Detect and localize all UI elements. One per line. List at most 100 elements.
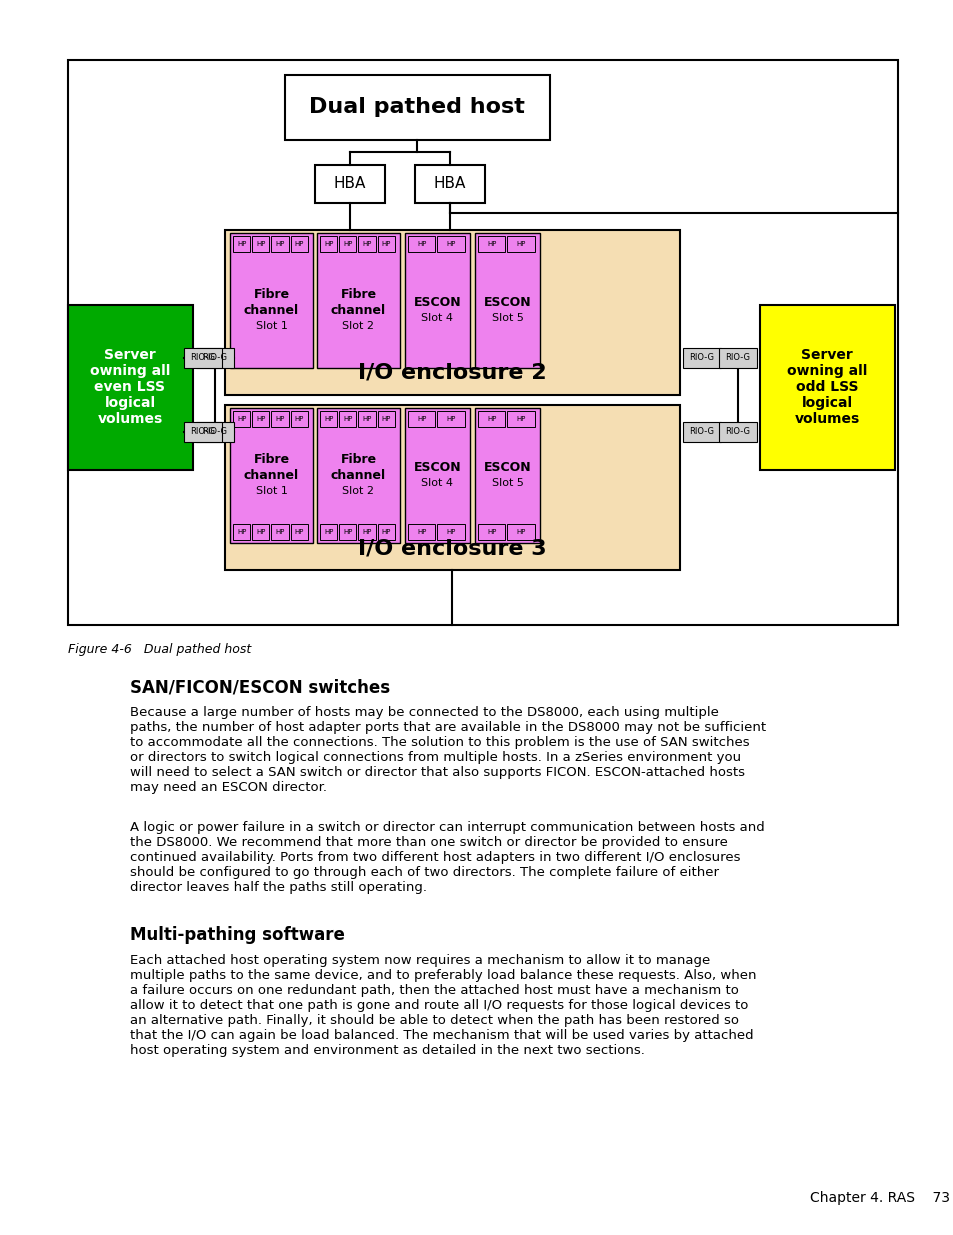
Bar	[475, 233, 539, 368]
Text: Fibre: Fibre	[340, 453, 376, 466]
Text: HP: HP	[275, 529, 285, 535]
Text: HP: HP	[362, 416, 372, 422]
Text: HP: HP	[294, 241, 304, 247]
Text: HP: HP	[256, 416, 265, 422]
Text: HBA: HBA	[334, 177, 366, 191]
Bar	[230, 408, 313, 543]
Text: Server
owning all
odd LSS
logical
volumes: Server owning all odd LSS logical volume…	[786, 347, 866, 426]
Text: A logic or power failure in a switch or director can interrupt communication bet: A logic or power failure in a switch or …	[130, 821, 764, 894]
Bar	[507, 236, 535, 252]
Text: HP: HP	[416, 241, 426, 247]
Text: HP: HP	[324, 529, 333, 535]
Bar	[719, 348, 757, 368]
Text: Fibre: Fibre	[253, 288, 290, 300]
Text: Slot 1: Slot 1	[255, 321, 287, 331]
Bar	[339, 524, 356, 540]
Text: HP: HP	[416, 416, 426, 422]
Bar	[291, 524, 308, 540]
Text: RIO-G: RIO-G	[191, 427, 215, 436]
Bar	[358, 411, 375, 427]
Bar	[405, 233, 470, 368]
Text: channel: channel	[244, 304, 298, 316]
Text: HP: HP	[324, 241, 333, 247]
Text: RIO-G: RIO-G	[724, 353, 750, 363]
Bar	[437, 236, 464, 252]
Bar	[377, 411, 395, 427]
Text: HP: HP	[236, 416, 246, 422]
Text: HP: HP	[516, 416, 525, 422]
Bar	[377, 236, 395, 252]
Bar	[195, 348, 233, 368]
Bar	[719, 422, 757, 442]
Text: Dual pathed host: Dual pathed host	[309, 98, 524, 117]
Bar	[408, 411, 435, 427]
Text: Slot 2: Slot 2	[342, 321, 375, 331]
Text: HP: HP	[381, 241, 391, 247]
Text: Chapter 4. RAS    73: Chapter 4. RAS 73	[809, 1191, 949, 1205]
Bar	[314, 165, 385, 203]
Text: HP: HP	[343, 529, 353, 535]
Bar	[408, 524, 435, 540]
Bar	[377, 524, 395, 540]
Bar	[252, 411, 269, 427]
Bar	[507, 524, 535, 540]
Text: HP: HP	[446, 416, 456, 422]
Bar	[339, 411, 356, 427]
Text: Slot 4: Slot 4	[421, 312, 453, 324]
Bar	[358, 524, 375, 540]
Text: RIO-G: RIO-G	[191, 353, 215, 363]
Text: ESCON: ESCON	[483, 295, 531, 309]
Bar	[68, 61, 897, 625]
Bar	[285, 75, 550, 140]
Bar	[319, 524, 337, 540]
Text: HP: HP	[324, 416, 333, 422]
Text: Slot 4: Slot 4	[421, 478, 453, 489]
Bar	[316, 408, 399, 543]
Bar	[225, 230, 679, 395]
Bar	[252, 524, 269, 540]
Bar	[195, 422, 233, 442]
Bar	[319, 236, 337, 252]
Text: HP: HP	[275, 241, 285, 247]
Bar	[184, 348, 222, 368]
Text: HP: HP	[487, 416, 496, 422]
Bar	[252, 236, 269, 252]
Text: HP: HP	[487, 241, 496, 247]
Text: Fibre: Fibre	[340, 288, 376, 300]
Bar	[272, 236, 289, 252]
Text: HP: HP	[362, 529, 372, 535]
Text: RIO-G: RIO-G	[724, 427, 750, 436]
Text: HP: HP	[416, 529, 426, 535]
Text: HP: HP	[236, 529, 246, 535]
Text: channel: channel	[331, 304, 386, 316]
Text: Slot 5: Slot 5	[491, 312, 523, 324]
Text: HP: HP	[256, 529, 265, 535]
Text: HP: HP	[256, 241, 265, 247]
Text: HP: HP	[446, 529, 456, 535]
Bar	[233, 411, 250, 427]
Bar	[477, 524, 505, 540]
Text: HP: HP	[236, 241, 246, 247]
Text: HP: HP	[275, 416, 285, 422]
Bar	[233, 524, 250, 540]
Text: ESCON: ESCON	[414, 461, 461, 474]
Text: HP: HP	[516, 241, 525, 247]
Text: Figure 4-6   Dual pathed host: Figure 4-6 Dual pathed host	[68, 643, 251, 656]
Bar	[507, 411, 535, 427]
Bar	[405, 408, 470, 543]
Text: SAN/FICON/ESCON switches: SAN/FICON/ESCON switches	[130, 678, 390, 697]
Bar	[682, 422, 720, 442]
Bar	[415, 165, 484, 203]
Text: HP: HP	[487, 529, 496, 535]
Bar	[475, 408, 539, 543]
Text: Multi-pathing software: Multi-pathing software	[130, 926, 345, 944]
Text: HP: HP	[343, 416, 353, 422]
Text: RIO-G: RIO-G	[202, 353, 227, 363]
Text: HP: HP	[294, 529, 304, 535]
Text: RIO-G: RIO-G	[202, 427, 227, 436]
Text: Slot 2: Slot 2	[342, 487, 375, 496]
Bar	[68, 305, 193, 471]
Text: HP: HP	[381, 529, 391, 535]
Text: HP: HP	[362, 241, 372, 247]
Bar	[437, 411, 464, 427]
